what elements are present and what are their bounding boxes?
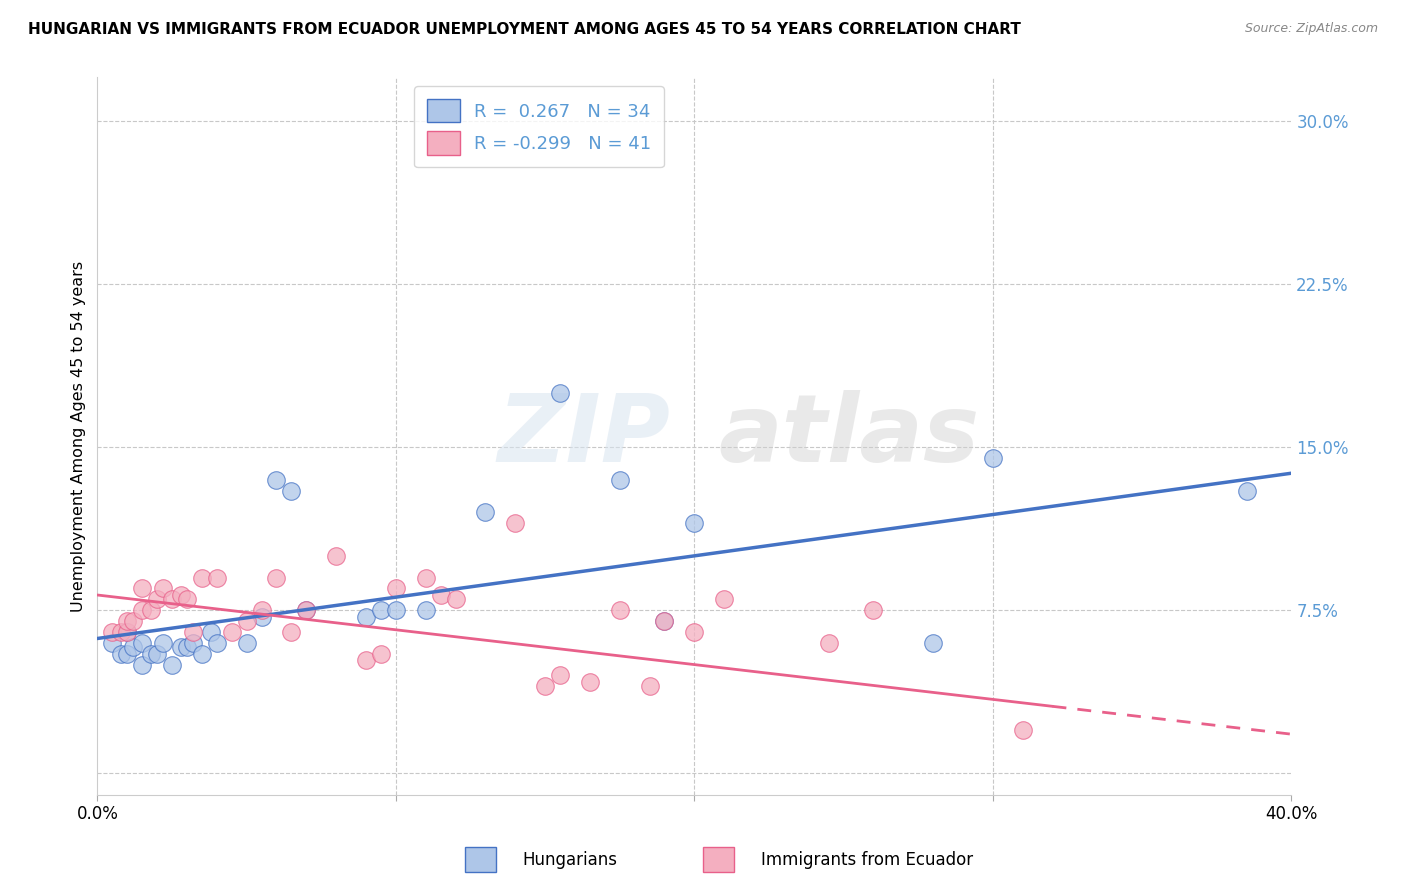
- Point: [1236, 483, 1258, 498]
- Point: [609, 473, 631, 487]
- Point: [429, 588, 451, 602]
- Text: Source: ZipAtlas.com: Source: ZipAtlas.com: [1244, 22, 1378, 36]
- Point: [122, 640, 145, 655]
- Point: [280, 624, 302, 639]
- Point: [110, 647, 132, 661]
- Point: [354, 653, 377, 667]
- Point: [146, 592, 169, 607]
- Point: [152, 636, 174, 650]
- Point: [354, 609, 377, 624]
- Point: [981, 450, 1004, 465]
- Point: [110, 624, 132, 639]
- Point: [181, 636, 204, 650]
- Point: [325, 549, 347, 563]
- Text: Immigrants from Ecuador: Immigrants from Ecuador: [761, 851, 973, 869]
- Point: [250, 609, 273, 624]
- Point: [385, 582, 408, 596]
- Point: [503, 516, 526, 531]
- Point: [548, 668, 571, 682]
- Point: [181, 624, 204, 639]
- Point: [176, 592, 198, 607]
- Text: atlas: atlas: [718, 391, 980, 483]
- Point: [131, 603, 153, 617]
- Point: [579, 675, 602, 690]
- Point: [683, 624, 706, 639]
- Point: [170, 640, 193, 655]
- Text: Hungarians: Hungarians: [522, 851, 617, 869]
- Point: [817, 636, 839, 650]
- Point: [115, 624, 138, 639]
- Point: [221, 624, 243, 639]
- Point: [191, 647, 214, 661]
- Point: [444, 592, 467, 607]
- Point: [235, 636, 257, 650]
- Point: [176, 640, 198, 655]
- Point: [1011, 723, 1033, 737]
- Text: ZIP: ZIP: [498, 391, 671, 483]
- Text: HUNGARIAN VS IMMIGRANTS FROM ECUADOR UNEMPLOYMENT AMONG AGES 45 TO 54 YEARS CORR: HUNGARIAN VS IMMIGRANTS FROM ECUADOR UNE…: [28, 22, 1021, 37]
- Point: [534, 679, 557, 693]
- Point: [131, 582, 153, 596]
- Point: [370, 603, 392, 617]
- Point: [266, 571, 288, 585]
- Point: [295, 603, 318, 617]
- Point: [862, 603, 884, 617]
- Point: [146, 647, 169, 661]
- Point: [139, 647, 162, 661]
- Point: [170, 588, 193, 602]
- Point: [101, 624, 124, 639]
- Point: [385, 603, 408, 617]
- Point: [609, 603, 631, 617]
- Legend: R =  0.267   N = 34, R = -0.299   N = 41: R = 0.267 N = 34, R = -0.299 N = 41: [415, 87, 664, 167]
- Point: [101, 636, 124, 650]
- Point: [235, 614, 257, 628]
- Point: [205, 636, 228, 650]
- Point: [266, 473, 288, 487]
- Point: [654, 614, 676, 628]
- Point: [548, 385, 571, 400]
- Point: [205, 571, 228, 585]
- Point: [654, 614, 676, 628]
- Point: [200, 624, 222, 639]
- Point: [250, 603, 273, 617]
- Point: [191, 571, 214, 585]
- Point: [638, 679, 661, 693]
- Point: [370, 647, 392, 661]
- Point: [415, 603, 437, 617]
- Point: [474, 505, 496, 519]
- Point: [280, 483, 302, 498]
- Point: [160, 657, 183, 672]
- Point: [131, 636, 153, 650]
- Point: [713, 592, 735, 607]
- Point: [115, 624, 138, 639]
- Point: [115, 647, 138, 661]
- Point: [415, 571, 437, 585]
- Point: [922, 636, 945, 650]
- Point: [295, 603, 318, 617]
- Point: [160, 592, 183, 607]
- Point: [683, 516, 706, 531]
- Point: [122, 614, 145, 628]
- Point: [139, 603, 162, 617]
- Point: [115, 614, 138, 628]
- Point: [152, 582, 174, 596]
- Point: [131, 657, 153, 672]
- Y-axis label: Unemployment Among Ages 45 to 54 years: Unemployment Among Ages 45 to 54 years: [72, 260, 86, 612]
